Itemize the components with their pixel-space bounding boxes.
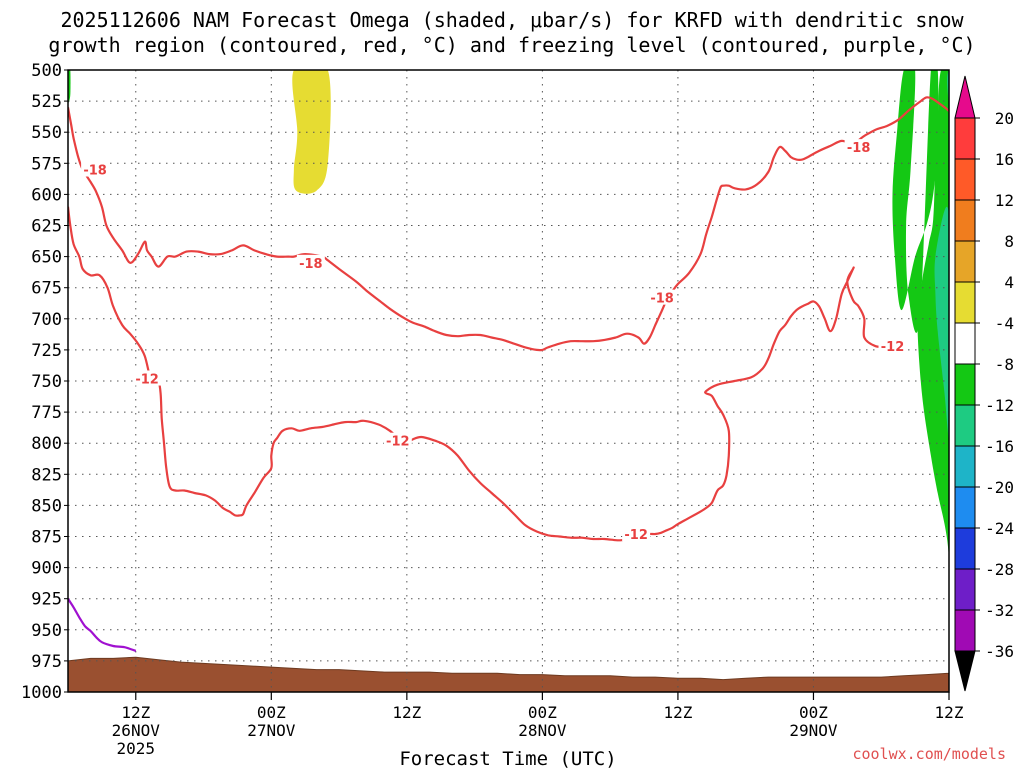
chart-title-line-2: growth region (contoured, red, °C) and f…	[48, 33, 976, 57]
omega-region-2	[892, 70, 939, 333]
y-tick-label-725: 725	[31, 341, 62, 361]
colorbar-label-1: 16	[995, 150, 1014, 169]
x-tick-time-84: 12Z	[935, 703, 964, 722]
colorbar-swatch-12	[954, 609, 976, 652]
y-tick-label-550: 550	[31, 123, 62, 143]
contour-line-1	[68, 206, 899, 542]
x-tick-date-72: 29NOV	[789, 721, 838, 740]
colorbar-swatch-4	[954, 281, 976, 324]
terrain-layer	[68, 656, 949, 692]
x-tick-time-12: 12Z	[121, 703, 150, 722]
colorbar-label-13: -36	[985, 642, 1014, 661]
contour-label-0-1: -18	[299, 257, 323, 272]
y-tick-label-525: 525	[31, 92, 62, 112]
contour-label-bg	[844, 139, 873, 155]
colorbar-swatch-10	[954, 527, 976, 570]
colorbar-label-12: -32	[985, 601, 1014, 620]
y-tick-label-675: 675	[31, 279, 62, 299]
x-tick-time-72: 00Z	[799, 703, 828, 722]
y-tick-label-700: 700	[31, 310, 62, 330]
contour-label-1-1: -12	[386, 435, 410, 450]
y-tick-label-775: 775	[31, 403, 62, 423]
contour-label-bg	[878, 338, 907, 354]
x-tick-date-24: 27NOV	[247, 721, 296, 740]
colorbar-label-4: 4	[1004, 273, 1014, 292]
y-tick-label-600: 600	[31, 185, 62, 205]
contour-label-bg	[296, 254, 325, 270]
contour-label-0-0: -18	[83, 164, 107, 179]
colorbar-label-11: -28	[985, 560, 1014, 579]
terrain-fill	[68, 656, 949, 692]
colorbar-swatch-3	[954, 240, 976, 283]
contour-label-layer: -18 -18 -18 -18 -12 -12 -12 -12	[81, 139, 907, 543]
omega-region-3	[917, 70, 949, 558]
colorbar-top-arrow	[954, 75, 976, 119]
contour-label-bg	[81, 161, 110, 177]
contour-label-1-0: -12	[135, 373, 159, 388]
colorbar-label-7: -12	[985, 396, 1014, 415]
colorbar-bottom-arrow	[954, 650, 976, 692]
contour-label-1-3: -12	[881, 340, 905, 355]
colorbar-label-10: -24	[985, 519, 1014, 538]
x-tick-time-48: 00Z	[528, 703, 557, 722]
contour-label-bg	[622, 526, 651, 542]
y-axis: 500 525 550 575 600 625 650 675 700 725 750 775 800 8…	[21, 61, 68, 703]
colorbar-label-5: -4	[995, 314, 1014, 333]
plot-background	[68, 70, 949, 692]
colorbar-swatch-1	[954, 158, 976, 201]
y-tick-label-900: 900	[31, 559, 62, 579]
contour-line-2	[68, 598, 137, 652]
omega-region-5	[934, 206, 949, 444]
contour-label-bg	[133, 370, 162, 386]
contour-label-0-3: -18	[847, 141, 871, 156]
y-tick-label-850: 850	[31, 496, 62, 516]
x-axis-label: Forecast Time (UTC)	[399, 748, 616, 768]
colorbar-label-8: -16	[985, 437, 1014, 456]
y-tick-label-500: 500	[31, 61, 62, 81]
x-tick-time-24: 00Z	[257, 703, 286, 722]
colorbar-swatch-6	[954, 363, 976, 406]
y-tick-label-925: 925	[31, 590, 62, 610]
x-tick-date-48: 28NOV	[518, 721, 567, 740]
colorbar-label-0: 20	[995, 109, 1014, 128]
y-tick-label-650: 650	[31, 248, 62, 268]
contour-label-0-2: -18	[650, 292, 674, 307]
colorbar-swatch-0	[954, 117, 976, 160]
colorbar-swatch-11	[954, 568, 976, 611]
x-tick-time-60: 12Z	[663, 703, 692, 722]
y-tick-label-625: 625	[31, 217, 62, 237]
omega-region-0	[292, 70, 331, 194]
x-tick-year-12: 2025	[117, 739, 156, 758]
x-tick-time-36: 12Z	[392, 703, 421, 722]
y-tick-label-975: 975	[31, 652, 62, 672]
colorbar-swatch-2	[954, 199, 976, 242]
x-tick-date-12: 26NOV	[112, 721, 161, 740]
colorbar-swatch-8	[954, 445, 976, 488]
y-tick-label-575: 575	[31, 154, 62, 174]
y-tick-label-1000: 1000	[21, 683, 62, 703]
colorbar-swatch-9	[954, 486, 976, 529]
y-tick-label-950: 950	[31, 621, 62, 641]
contour-label-bg	[383, 432, 412, 448]
colorbar-label-9: -20	[985, 478, 1014, 497]
chart-title-line-1: 2025112606 NAM Forecast Omega (shaded, μ…	[60, 8, 964, 32]
colorbar-label-2: 12	[995, 191, 1014, 210]
y-tick-label-800: 800	[31, 434, 62, 454]
contour-label-bg	[648, 289, 677, 305]
colorbar: 20 16 12 8 4 -4 -8 -12 -16 -20 -24 -28 -32 -36	[954, 75, 1014, 692]
colorbar-swatch-5	[954, 322, 976, 365]
contour-label-1-2: -12	[624, 528, 648, 543]
colorbar-label-3: 8	[1004, 232, 1014, 251]
credit-text: coolwx.com/models	[852, 745, 1006, 763]
contour-line-0	[68, 96, 949, 352]
y-tick-label-875: 875	[31, 528, 62, 548]
y-tick-label-750: 750	[31, 372, 62, 392]
colorbar-label-6: -8	[995, 355, 1014, 374]
y-tick-label-825: 825	[31, 465, 62, 485]
contour-layer	[68, 96, 949, 652]
colorbar-swatch-7	[954, 404, 976, 447]
